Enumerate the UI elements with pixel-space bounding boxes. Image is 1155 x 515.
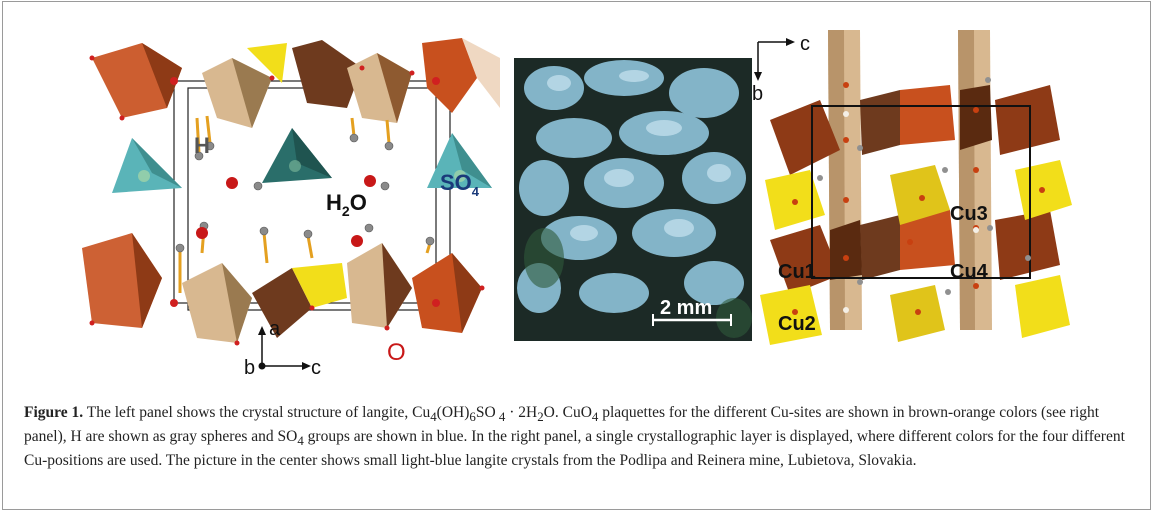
crystal-highlights [547, 70, 731, 241]
scale-bar-label: 2 mm [660, 297, 712, 319]
scale-bar: 2 mm [652, 297, 732, 326]
layer-axis-indicator: c b [752, 33, 810, 105]
top-plaquettes [92, 38, 500, 128]
label-cu4: Cu4 [950, 261, 989, 283]
crystal-structure-panel: H H2O SO4 O a b c [82, 38, 500, 382]
crystal-structure-drawing: H H2O SO4 O a b c [82, 38, 500, 379]
water-oxygens [196, 175, 376, 247]
layer-h-atoms [817, 77, 1031, 295]
so4-tetrahedra [112, 128, 492, 193]
label-cu1: Cu1 [778, 261, 816, 283]
langite-crystal-photo: 2 mm [514, 58, 752, 341]
axis-indicator: a b c [244, 318, 321, 379]
axis-a-label: a [269, 318, 281, 340]
layer-structure-drawing: c b [752, 30, 1072, 345]
layer-axis-b-label: b [752, 83, 763, 105]
bottom-plaquettes [82, 233, 482, 343]
axis-b-label: b [244, 357, 255, 379]
h-spheres [175, 133, 435, 253]
label-h2o: H2O [326, 190, 367, 219]
label-cu2: Cu2 [778, 313, 816, 335]
vertex-oxygens [89, 55, 485, 346]
label-so4: SO4 [440, 170, 480, 199]
crystal-photo: 2 mm [514, 58, 752, 341]
layer-unit-cell [811, 105, 1031, 279]
layer-structure-panel: c b [750, 30, 1090, 350]
label-cu3: Cu3 [950, 203, 988, 225]
layer-axis-c-label: c [800, 33, 810, 55]
caption-label: Figure 1. [24, 404, 84, 421]
label-o: O [387, 339, 406, 366]
oh-bonds [178, 115, 432, 293]
figure-caption: Figure 1. The left panel shows the cryst… [24, 404, 1125, 470]
label-h: H [194, 133, 210, 158]
axis-c-label: c [311, 357, 321, 379]
layer-cu-centers [843, 111, 979, 313]
layer-oxygens [792, 82, 1045, 315]
green-shadows [524, 228, 752, 338]
